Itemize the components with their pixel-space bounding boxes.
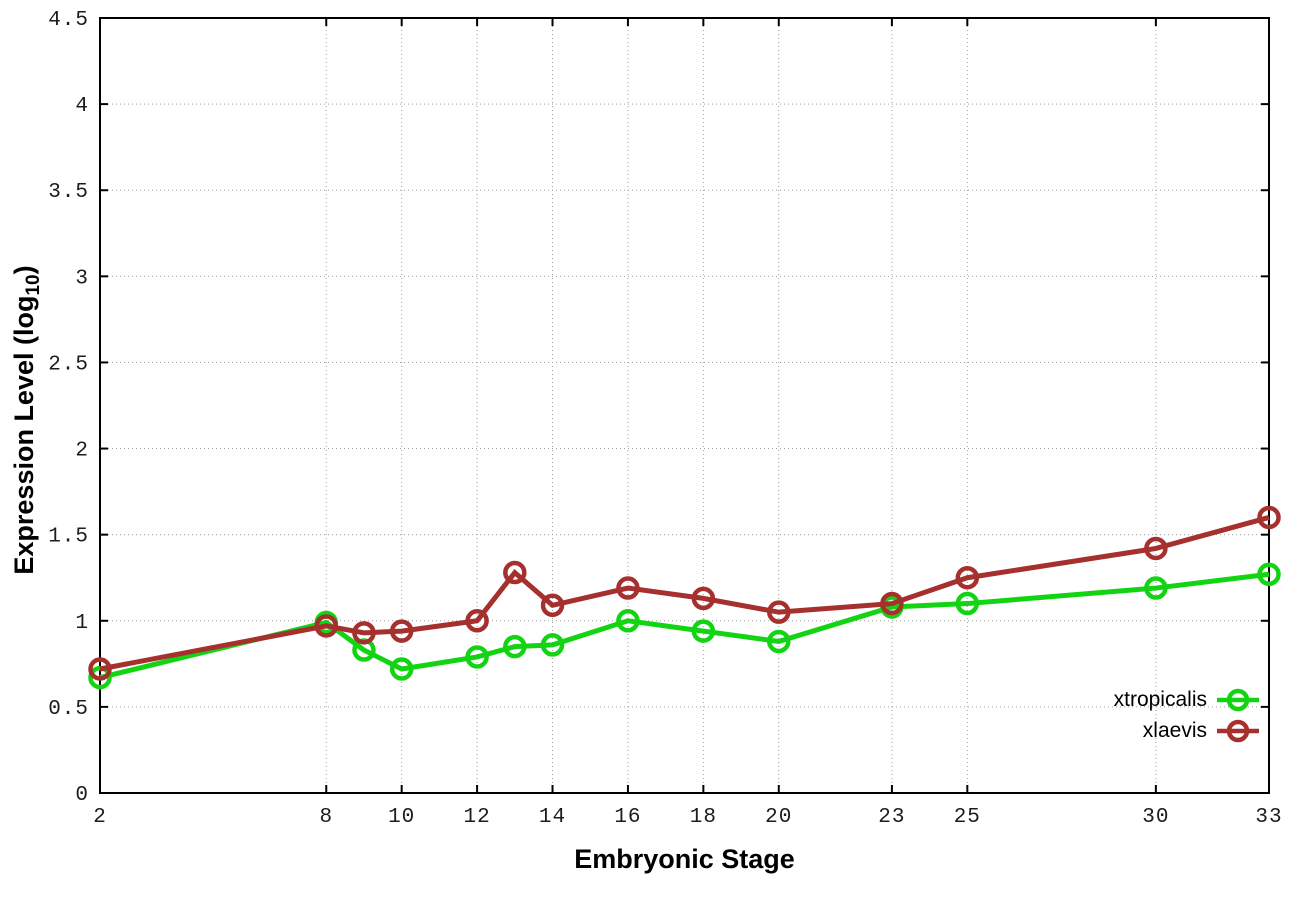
plot-border	[99, 17, 1270, 794]
y-tick-label: 0.5	[48, 698, 89, 721]
data-point-xtropicalis	[503, 634, 527, 659]
y-tick-label: 2	[75, 440, 89, 463]
data-point-xtropicalis	[767, 629, 791, 654]
series-xtropicalis	[88, 562, 1281, 690]
data-point-xlaevis	[352, 621, 376, 645]
data-point-xlaevis	[955, 565, 980, 590]
data-point-xtropicalis	[616, 609, 640, 633]
x-tick-label: 2	[93, 806, 107, 829]
y-tick-label: 4	[75, 95, 89, 118]
data-point-xtropicalis	[1144, 576, 1168, 600]
data-point-xtropicalis	[389, 657, 414, 681]
data-point-xlaevis	[1144, 536, 1168, 561]
y-tick-label: 3	[75, 267, 89, 290]
y-tick-label: 3.5	[48, 181, 89, 204]
x-tick-label: 16	[614, 806, 641, 829]
data-point-xtropicalis	[1257, 562, 1281, 587]
x-tick-label: 18	[690, 806, 717, 829]
data-point-xlaevis	[465, 609, 489, 633]
data-point-xlaevis	[389, 619, 414, 643]
y-axis-title-subscript: 10	[23, 274, 45, 296]
legend-entry-xtropicalis: xtropicalis	[1114, 684, 1260, 715]
legend: xtropicalis xlaevis	[1114, 684, 1260, 746]
legend-marker-xtropicalis	[1217, 688, 1259, 711]
x-tick-label: 12	[463, 806, 490, 829]
data-point-xlaevis	[88, 657, 112, 681]
y-tick-label: 1	[75, 612, 89, 635]
x-tick-label: 23	[878, 806, 905, 829]
y-tick-label: 4.5	[48, 9, 89, 32]
y-tick-label: 2.5	[48, 353, 89, 376]
x-tick-label: 8	[319, 806, 333, 829]
data-point-xlaevis	[616, 576, 640, 600]
data-point-xlaevis	[540, 593, 565, 618]
data-point-xlaevis	[691, 586, 716, 611]
y-tick-label: 1.5	[48, 526, 89, 549]
data-point-xlaevis	[1257, 505, 1281, 530]
data-point-xtropicalis	[955, 591, 980, 616]
x-tick-label: 30	[1142, 806, 1169, 829]
data-point-xtropicalis	[540, 633, 565, 657]
y-tick-label: 0	[75, 784, 89, 807]
x-axis-title: Embryonic Stage	[574, 844, 795, 874]
data-point-xtropicalis	[465, 645, 489, 669]
legend-entry-xlaevis: xlaevis	[1114, 715, 1260, 746]
data-point-xlaevis	[767, 600, 791, 624]
legend-label-xtropicalis: xtropicalis	[1113, 688, 1207, 711]
y-axis-title: Expression Level (log10)	[9, 265, 45, 574]
axes	[99, 17, 1270, 794]
data-point-xlaevis	[314, 614, 339, 638]
x-tick-label: 10	[388, 806, 415, 829]
series-line-xlaevis	[99, 515, 1270, 672]
series-xlaevis	[88, 505, 1281, 681]
data-point-xlaevis	[880, 591, 904, 616]
legend-label-xlaevis: xlaevis	[1142, 719, 1207, 742]
x-tick-label: 25	[954, 806, 981, 829]
series-line-xtropicalis	[99, 571, 1270, 681]
gridlines	[99, 17, 1270, 794]
legend-marker-xlaevis	[1217, 719, 1259, 742]
y-axis-title-close: )	[8, 265, 39, 275]
y-axis-title-main: Expression Level (log	[8, 295, 39, 575]
x-tick-label: 33	[1255, 806, 1282, 829]
x-tick-label: 20	[765, 806, 792, 829]
x-tick-label: 14	[539, 806, 566, 829]
data-point-xtropicalis	[691, 619, 716, 643]
tick-labels: 2 8 10 12 14 16 18 20 23 25 30 33 0 0.5 1 1.5 2 2.5 3 3.5 4 4…	[48, 9, 1282, 829]
data-point-xlaevis	[503, 560, 527, 585]
